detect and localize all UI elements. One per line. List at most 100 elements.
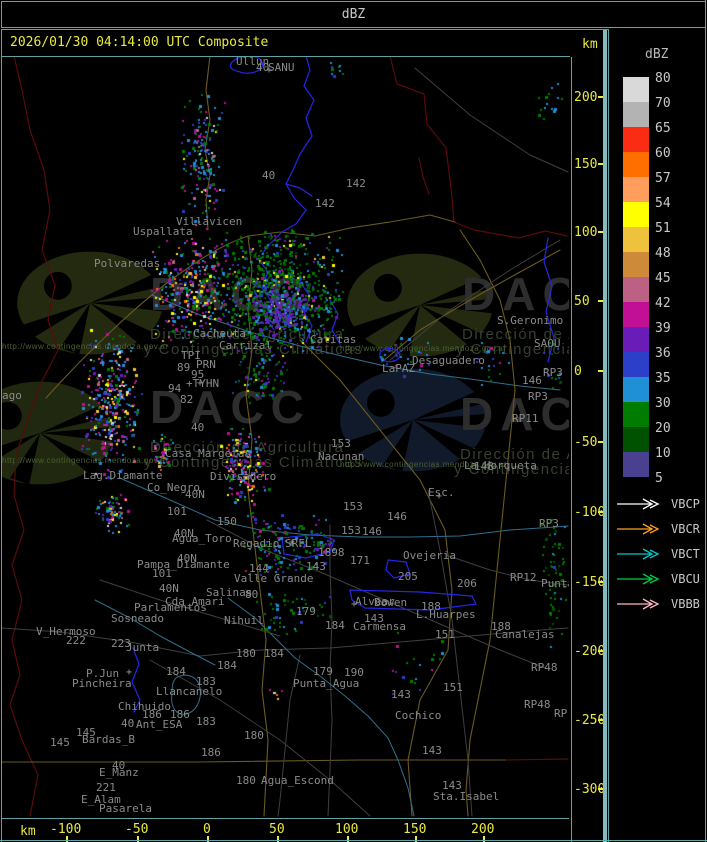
map-label: 40N [159, 582, 179, 595]
right-axis-tick [598, 511, 605, 513]
map-label: Agua_Toro [172, 532, 232, 545]
radar-map[interactable]: DACCDirección de Agriculturay Contingenc… [2, 57, 569, 817]
map-label: Ant_ESA [136, 718, 183, 731]
map-label: RP3 [543, 366, 563, 379]
map-label: RP3 [528, 390, 548, 403]
legend-vector-label: VBCP [671, 497, 700, 511]
map-label: 145 [76, 726, 96, 739]
map-label: RP48 [531, 661, 558, 674]
map-label: 40 [191, 421, 205, 434]
right-axis-tick-label: 0 [574, 364, 582, 379]
map-label: 142 [346, 177, 366, 190]
map-label: Nihuil [224, 614, 264, 627]
map-label: 40 [112, 759, 126, 772]
bottom-axis-tick-label: -100 [50, 822, 82, 837]
map-label: 101 [152, 567, 172, 580]
right-axis-tick-label: -100 [574, 505, 606, 520]
map-label: 184 [325, 619, 345, 632]
radar-echo-layer [2, 57, 569, 817]
composite-header: 2026/01/30 04:14:00 UTC Composite [2, 30, 570, 57]
datetime-label: 2026/01/30 04:14:00 UTC Composite [10, 35, 269, 50]
bottom-axis-tick [137, 836, 139, 842]
legend-swatch [623, 277, 649, 302]
legend-panel: dBZ 80 70 65 60 57 54 51 48 45 42 39 36 35 30 20 10 5 VBC… [609, 29, 706, 841]
map-label: 188 [491, 620, 511, 633]
legend-swatch [623, 302, 649, 327]
legend-swatch [623, 452, 649, 477]
map-label: 144 [249, 562, 269, 575]
legend-scale-label: 5 [655, 471, 663, 486]
bottom-axis-tick [277, 836, 279, 842]
map-label: 150 [217, 515, 237, 528]
map-label: Salinas [206, 586, 253, 599]
legend-vector-row: VBCT [615, 547, 705, 561]
legend-scale-label: 65 [655, 121, 671, 136]
frame-bottom-border [0, 840, 707, 841]
legend-scale-label: 36 [655, 346, 671, 361]
map-label: Pincheira [72, 677, 132, 690]
map-label: Divisadero [210, 470, 277, 483]
map-label: 184 [217, 659, 237, 672]
right-axis-tick [598, 719, 605, 721]
right-axis-tick-label: -300 [574, 782, 606, 797]
map-label: Bardas_B [82, 733, 135, 746]
map-label: 205 [398, 570, 418, 583]
right-axis-tick [598, 163, 605, 165]
map-label: Carrizal [219, 339, 272, 352]
right-axis-unit: km [582, 37, 598, 52]
map-label: Punta_ [541, 577, 569, 590]
map-label: Ullun [236, 57, 270, 68]
map-label: Pampa_Diamante [137, 558, 230, 571]
map-label: 151 [435, 628, 455, 641]
map-label: 143 [306, 560, 326, 573]
map-label: 186 [201, 746, 221, 759]
map-label: 94 [168, 382, 182, 395]
map-label: 190 [344, 666, 364, 679]
bottom-axis [2, 818, 569, 842]
map-label: 184 [264, 647, 284, 660]
map-label: 222 [66, 634, 86, 647]
legend-title: dBZ [645, 47, 669, 62]
map-label: S.Geronimo [497, 314, 564, 327]
map-label: Chihuido [118, 700, 171, 713]
map-label: SAOU [534, 337, 561, 350]
map-label: Cochico [395, 709, 442, 722]
map-label: Co_Negro [147, 481, 200, 494]
legend-swatch [623, 377, 649, 402]
map-label: 186 [142, 708, 162, 721]
map-label: 40N [174, 527, 194, 540]
map-label: Valle Grande [234, 572, 314, 585]
legend-scale-label: 35 [655, 371, 671, 386]
map-label: 143 [422, 744, 442, 757]
legend-swatch [623, 102, 649, 127]
station-mark: + [197, 378, 204, 389]
right-axis-tick-label: -150 [574, 575, 606, 590]
map-label: Cacheuta [193, 327, 246, 340]
map-label: 151 [443, 681, 463, 694]
map-label: 40 [121, 717, 135, 730]
map-right-border [571, 57, 572, 842]
map-label: Villavicen [176, 215, 243, 228]
map-label: Sosneado [111, 612, 164, 625]
legend-swatch [623, 327, 649, 352]
map-label: Catitas [310, 333, 357, 346]
map-label: 82 [180, 393, 194, 406]
right-axis-tick [598, 231, 605, 233]
bottom-axis-tick-label: 150 [403, 822, 427, 837]
legend-swatch [623, 177, 649, 202]
legend-scale-label: 57 [655, 171, 671, 186]
legend-vector-label: VBCR [671, 522, 700, 536]
map-label: 1898 [318, 546, 345, 559]
map-label: RP12 [510, 571, 537, 584]
map-label: 180 [236, 774, 256, 787]
map-label: 143 [442, 779, 462, 792]
map-label: V_Hermoso [36, 625, 96, 638]
legend-scale-label: 39 [655, 321, 671, 336]
map-label: 40N [177, 552, 197, 565]
right-axis: 200 150 100 50 0 -50 -100 -150 -200 -250 -300 [571, 30, 608, 842]
legend-scale-label: 51 [655, 221, 671, 236]
map-label: 40 [256, 61, 270, 74]
map-label: 188 [421, 600, 441, 613]
map-label: 153 [331, 437, 351, 450]
right-axis-tick-label: 150 [574, 157, 598, 172]
